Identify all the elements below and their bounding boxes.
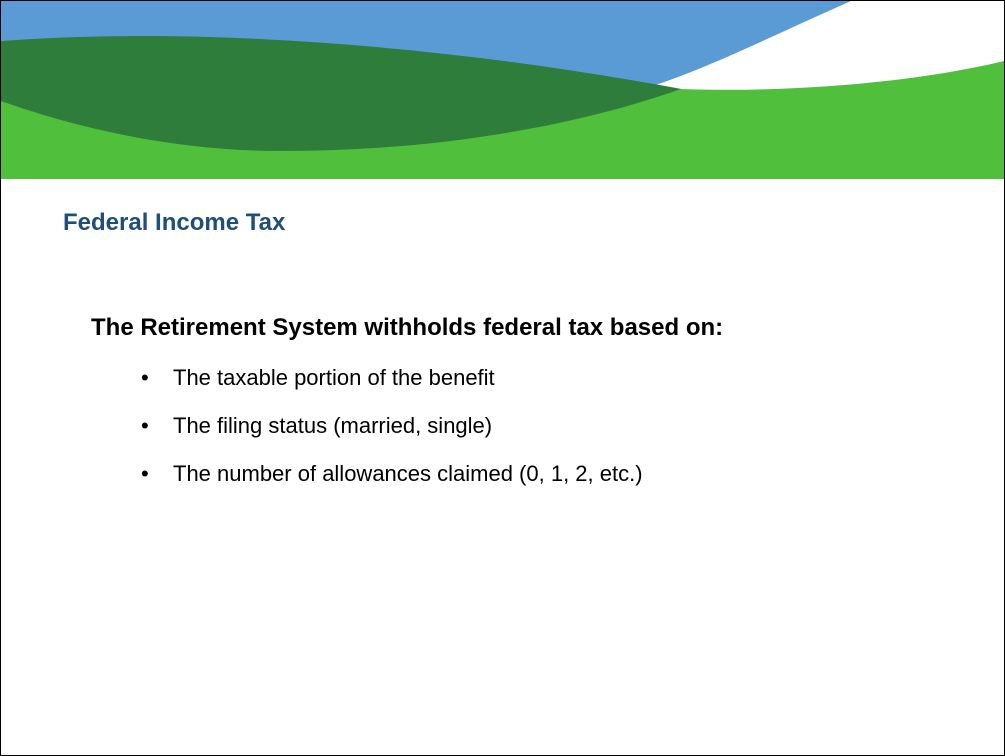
header-banner: [1, 1, 1004, 179]
bullet-item: The filing status (married, single): [141, 411, 643, 459]
lead-text: The Retirement System withholds federal …: [91, 314, 724, 341]
bullet-item: The taxable portion of the benefit: [141, 363, 643, 411]
bullet-item: The number of allowances claimed (0, 1, …: [141, 459, 643, 507]
slide-title: Federal Income Tax: [63, 209, 286, 236]
bullet-list: The taxable portion of the benefitThe fi…: [141, 363, 643, 507]
